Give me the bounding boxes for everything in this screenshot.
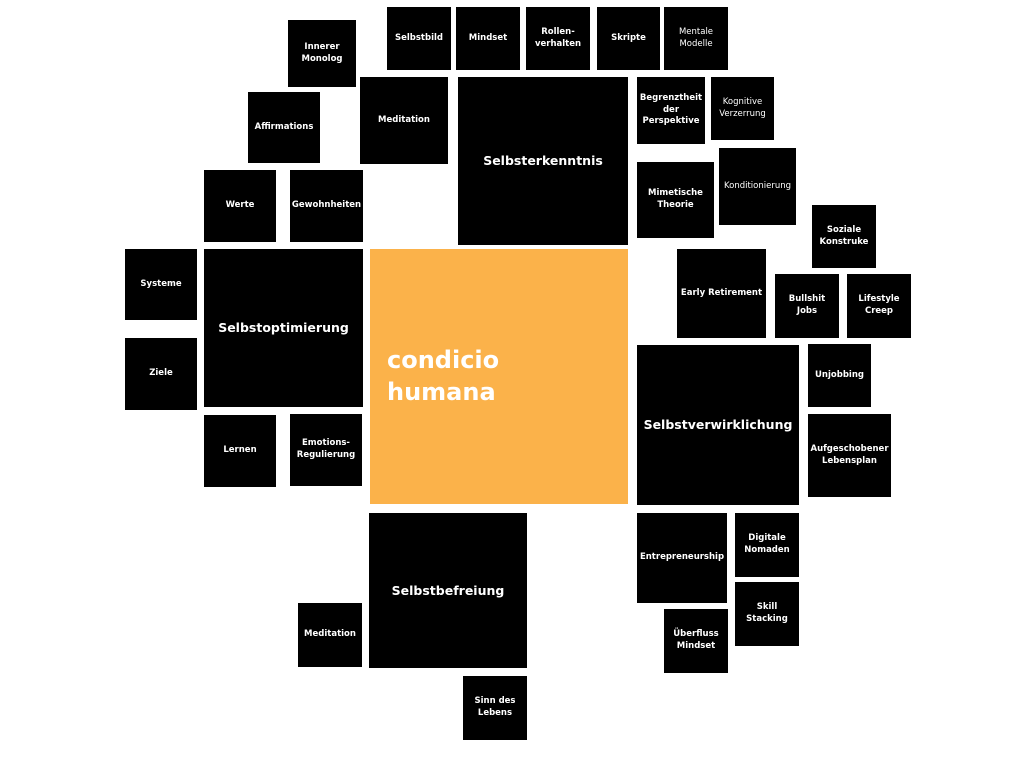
- topic-label: Sinn des Lebens: [474, 696, 516, 718]
- hub-selbstbefreiung: Selbstbefreiung: [369, 513, 527, 668]
- topic-ziele: Ziele: [125, 338, 197, 410]
- topic-label: Meditation: [378, 114, 430, 125]
- topic-meditation-bottom: Meditation: [298, 603, 362, 667]
- topic-mindset: Mindset: [456, 7, 520, 70]
- hub-selbstverwirklichung: Selbstverwirklichung: [637, 345, 799, 505]
- topic-label: Lernen: [223, 445, 257, 456]
- topic-label: Systeme: [140, 278, 182, 289]
- topic-meditation-top: Meditation: [360, 77, 448, 164]
- topic-digitale-nomaden: Digitale Nomaden: [735, 513, 799, 577]
- topic-label: Innerer Monolog: [301, 41, 343, 64]
- topic-label: Aufgeschobener Lebensplan: [810, 443, 889, 466]
- topic-lernen: Lernen: [204, 415, 276, 487]
- topic-label: Skripte: [611, 32, 646, 43]
- topic-werte: Werte: [204, 170, 276, 242]
- topic-bullshit-jobs: Bullshit Jobs: [775, 274, 839, 338]
- hub-selbsterkenntnis-label: Selbsterkenntnis: [483, 153, 603, 169]
- hub-selbstoptimierung: Selbstoptimierung: [204, 249, 363, 407]
- topic-selbstbild: Selbstbild: [387, 7, 451, 70]
- hub-selbstverwirklichung-label: Selbstverwirklichung: [643, 417, 793, 433]
- topic-label: Unjobbing: [815, 369, 864, 380]
- topic-label: Entrepreneurship: [639, 552, 725, 563]
- hub-selbstoptimierung-label: Selbstoptimierung: [218, 320, 349, 336]
- topic-label: Digitale Nomaden: [744, 533, 790, 555]
- topic-begrenztheit-der-perspektive: Begrenztheit der Perspektive: [637, 77, 705, 144]
- topic-kognitive-verzerrung: Kognitive Verzerrung: [711, 77, 774, 140]
- topic-innerer-monolog: Innerer Monolog: [288, 20, 356, 87]
- topic-label: Affirmations: [254, 121, 314, 132]
- topic-label: Rollen- verhalten: [534, 26, 582, 49]
- topic-label: Mindset: [468, 32, 508, 43]
- topic-systeme: Systeme: [125, 249, 197, 320]
- topic-label: Early Retirement: [680, 287, 763, 298]
- topic-label: Konditionierung: [723, 180, 792, 191]
- topic-skill-stacking: Skill Stacking: [735, 582, 799, 646]
- topic-mimetische-theorie: Mimetische Theorie: [637, 162, 714, 238]
- topic-aufgeschobener-lebensplan: Aufgeschobener Lebensplan: [808, 414, 891, 497]
- topic-early-retirement: Early Retirement: [677, 249, 766, 338]
- topic-label: Gewohnheiten: [291, 200, 362, 211]
- topic-entrepreneurship: Entrepreneurship: [637, 513, 727, 603]
- topic-affirmations: Affirmations: [248, 92, 320, 163]
- topic-label: Bullshit Jobs: [788, 294, 826, 316]
- topic-label: Überfluss Mindset: [673, 629, 719, 651]
- topic-konditionierung: Konditionierung: [719, 148, 796, 225]
- center-label: condicio humana: [387, 346, 500, 406]
- topic-label: Emotions- Regulierung: [296, 438, 356, 460]
- hub-selbsterkenntnis: Selbsterkenntnis: [458, 77, 628, 245]
- topic-gewohnheiten: Gewohnheiten: [290, 170, 363, 242]
- topic-label: Begrenztheit der Perspektive: [639, 92, 703, 127]
- topic-label: Kognitive Verzerrung: [719, 96, 766, 119]
- topic-sinn-des-lebens: Sinn des Lebens: [463, 676, 527, 740]
- topic-label: Skill Stacking: [746, 602, 788, 624]
- topic-emotions-regulierung: Emotions- Regulierung: [290, 414, 362, 486]
- topic-mentale-modelle: Mentale Modelle: [664, 7, 728, 70]
- topic-label: Lifestyle Creep: [858, 294, 900, 316]
- topic-label: Selbstbild: [394, 32, 443, 43]
- topic-label: Mentale Modelle: [678, 26, 714, 49]
- topic-label: Werte: [225, 200, 255, 211]
- topic-skripte: Skripte: [597, 7, 660, 70]
- topic-label: Soziale Konstruke: [819, 224, 869, 247]
- topic-ueberfluss-mindset: Überfluss Mindset: [664, 609, 728, 673]
- topic-lifestyle-creep: Lifestyle Creep: [847, 274, 911, 338]
- topic-rollenverhalten: Rollen- verhalten: [526, 7, 590, 70]
- topic-label: Ziele: [149, 368, 173, 379]
- hub-selbstbefreiung-label: Selbstbefreiung: [391, 582, 505, 598]
- topic-soziale-konstruke: Soziale Konstruke: [812, 205, 876, 268]
- topic-unjobbing: Unjobbing: [808, 344, 871, 407]
- topic-label: Meditation: [304, 629, 356, 640]
- center-node: condicio humana: [370, 249, 628, 504]
- topic-label: Mimetische Theorie: [648, 188, 703, 210]
